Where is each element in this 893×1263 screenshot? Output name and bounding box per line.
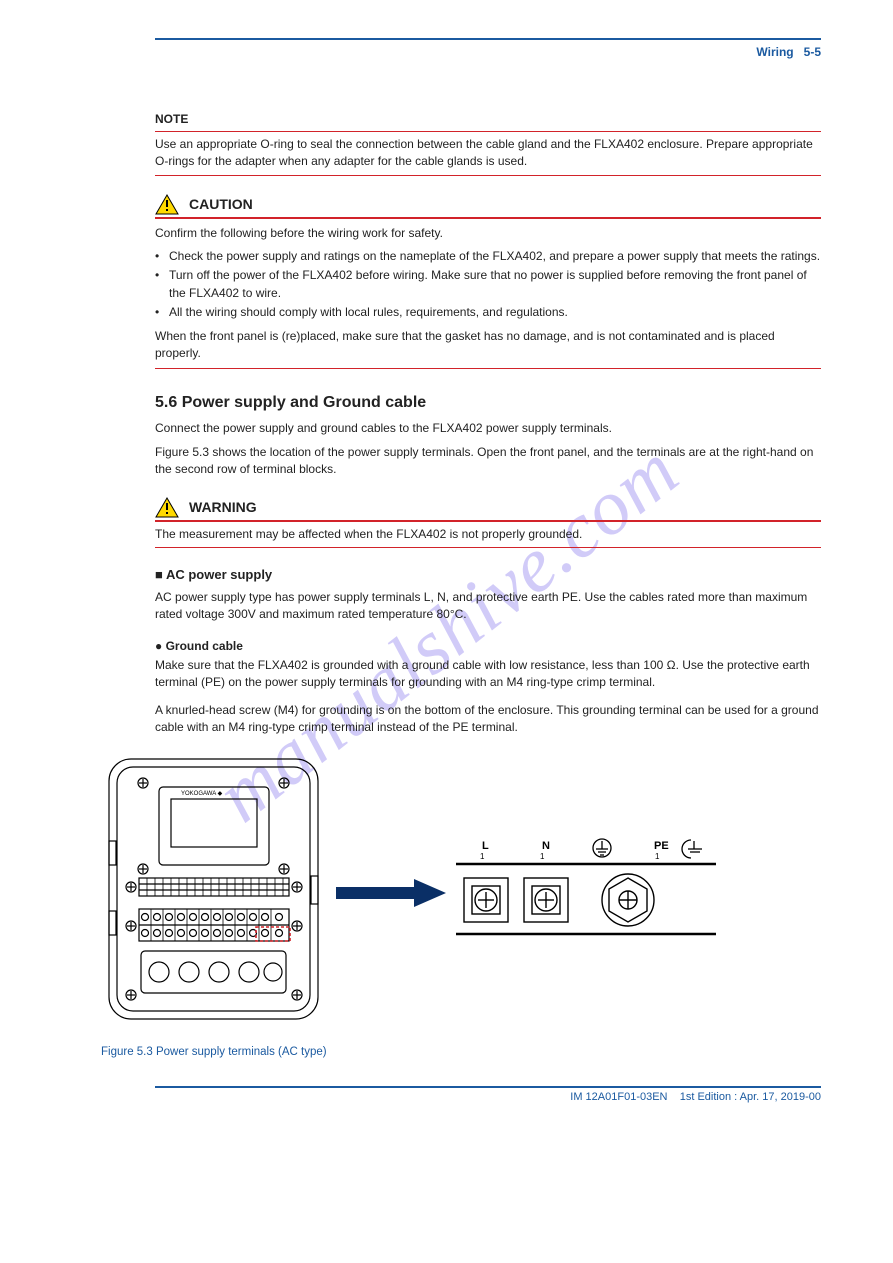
header-section: Wiring bbox=[756, 45, 793, 59]
terminal-sub-N: 1 bbox=[540, 852, 545, 861]
warning-body: The measurement may be affected when the… bbox=[155, 526, 821, 543]
warning-triangle-icon bbox=[155, 497, 179, 518]
ac-body: AC power supply type has power supply te… bbox=[155, 589, 821, 624]
caution-intro: Confirm the following before the wiring … bbox=[155, 225, 821, 242]
footer-pub: IM 12A01F01-03EN bbox=[570, 1091, 667, 1103]
caution-rule-bottom bbox=[155, 368, 821, 369]
note-rule-top bbox=[155, 131, 821, 132]
section-p2: Figure 5.3 shows the location of the pow… bbox=[155, 444, 821, 479]
header-rule bbox=[155, 38, 821, 40]
caution-item: Check the power supply and ratings on th… bbox=[155, 248, 821, 265]
device-drawing: YOKOGAWA ◆ bbox=[101, 751, 326, 1036]
figure-row: YOKOGAWA ◆ bbox=[101, 751, 821, 1036]
terminal-sub-L: 1 bbox=[480, 852, 485, 861]
terminal-label-PE: PE bbox=[654, 840, 669, 852]
warning-label: WARNING bbox=[189, 497, 257, 517]
caution-rule-top bbox=[155, 217, 821, 219]
ground-p1: Make sure that the FLXA402 is grounded w… bbox=[155, 657, 821, 692]
warning-header: WARNING bbox=[155, 497, 821, 518]
note-body: Use an appropriate O-ring to seal the co… bbox=[155, 136, 821, 171]
terminal-sub-PE: 1 bbox=[655, 852, 660, 861]
terminal-label-L: L bbox=[482, 840, 489, 852]
brand-label: YOKOGAWA ◆ bbox=[181, 791, 223, 797]
ac-heading: ■ AC power supply bbox=[155, 566, 821, 585]
terminal-detail-drawing: L 1 N 1 PE 1 bbox=[456, 838, 716, 948]
warning-rule-top bbox=[155, 520, 821, 522]
note-rule-bottom bbox=[155, 175, 821, 176]
caution-header: CAUTION bbox=[155, 194, 821, 215]
section-heading: 5.6 Power supply and Ground cable bbox=[155, 391, 821, 414]
footer-rule bbox=[155, 1086, 821, 1088]
caution-item: Turn off the power of the FLXA402 before… bbox=[155, 267, 821, 302]
warning-triangle-icon bbox=[155, 194, 179, 215]
terminal-label-N: N bbox=[542, 840, 550, 852]
ground-symbol-partial-icon bbox=[682, 840, 702, 858]
caution-label: CAUTION bbox=[189, 194, 253, 214]
section-p1: Connect the power supply and ground cabl… bbox=[155, 420, 821, 437]
figure-caption: Figure 5.3 Power supply terminals (AC ty… bbox=[101, 1044, 821, 1061]
callout-arrow-icon bbox=[336, 873, 446, 913]
footer-edition: 1st Edition : Apr. 17, 2019-00 bbox=[680, 1091, 821, 1103]
ground-heading: ● Ground cable bbox=[155, 638, 821, 655]
ground-symbol-icon bbox=[593, 839, 611, 857]
footer-text: IM 12A01F01-03EN 1st Edition : Apr. 17, … bbox=[155, 1090, 821, 1106]
caution-item: All the wiring should comply with local … bbox=[155, 304, 821, 321]
header-right: Wiring 5-5 bbox=[155, 44, 821, 61]
caution-outro: When the front panel is (re)placed, make… bbox=[155, 328, 821, 363]
note-label: NOTE bbox=[155, 111, 821, 128]
caution-list: Check the power supply and ratings on th… bbox=[155, 248, 821, 322]
header-pagenum: 5-5 bbox=[804, 45, 821, 59]
ground-p2: A knurled-head screw (M4) for grounding … bbox=[155, 702, 821, 737]
page: Wiring 5-5 NOTE Use an appropriate O-rin… bbox=[0, 0, 893, 1136]
warning-rule-bottom bbox=[155, 547, 821, 548]
